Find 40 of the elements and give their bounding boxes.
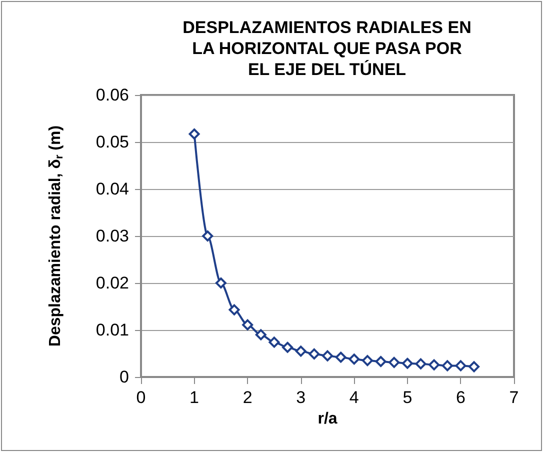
point xyxy=(215,278,226,288)
point xyxy=(428,359,440,370)
y-tick-label: 0.05 xyxy=(96,132,129,152)
point xyxy=(415,358,426,370)
point xyxy=(282,342,294,353)
x-tick-label: 6 xyxy=(456,388,466,407)
x-tick-label: 5 xyxy=(402,388,412,407)
point xyxy=(188,128,200,140)
x-axis-title: r/a xyxy=(318,410,338,428)
point xyxy=(295,346,306,357)
x-tick-label: 0 xyxy=(136,388,146,407)
y-tick-label: 0.01 xyxy=(96,320,129,340)
point xyxy=(442,360,453,372)
point xyxy=(322,350,333,362)
x-tick-label: 4 xyxy=(349,388,359,407)
point xyxy=(388,356,400,368)
point xyxy=(335,352,346,363)
x-tick-label: 1 xyxy=(190,388,200,407)
point xyxy=(455,360,466,372)
y-axis-title: Desplazamiento radial, δr (m) xyxy=(47,125,66,347)
y-tick-label: 0.06 xyxy=(96,86,129,104)
point xyxy=(202,230,214,242)
y-tick-label: 0 xyxy=(120,368,129,386)
point xyxy=(228,304,240,316)
point xyxy=(308,348,320,360)
x-tick-label: 7 xyxy=(509,388,519,407)
point xyxy=(375,356,386,367)
point xyxy=(468,361,480,372)
y-tick-label: 0.02 xyxy=(96,274,129,292)
point xyxy=(242,319,254,330)
point xyxy=(268,336,280,348)
x-tick-label: 2 xyxy=(242,388,252,407)
x-tick-label: 3 xyxy=(296,388,306,407)
point xyxy=(402,358,413,369)
point xyxy=(362,355,373,366)
y-tick-label: 0.03 xyxy=(96,226,129,246)
point xyxy=(348,354,360,365)
point xyxy=(255,329,266,340)
y-tick-label: 0.04 xyxy=(96,180,129,198)
chart-title: DESPLAZAMIENTOS RADIALES EN LA HORIZONTAL QUE PASA POR EL EJE DEL TÚNEL xyxy=(182,18,472,79)
